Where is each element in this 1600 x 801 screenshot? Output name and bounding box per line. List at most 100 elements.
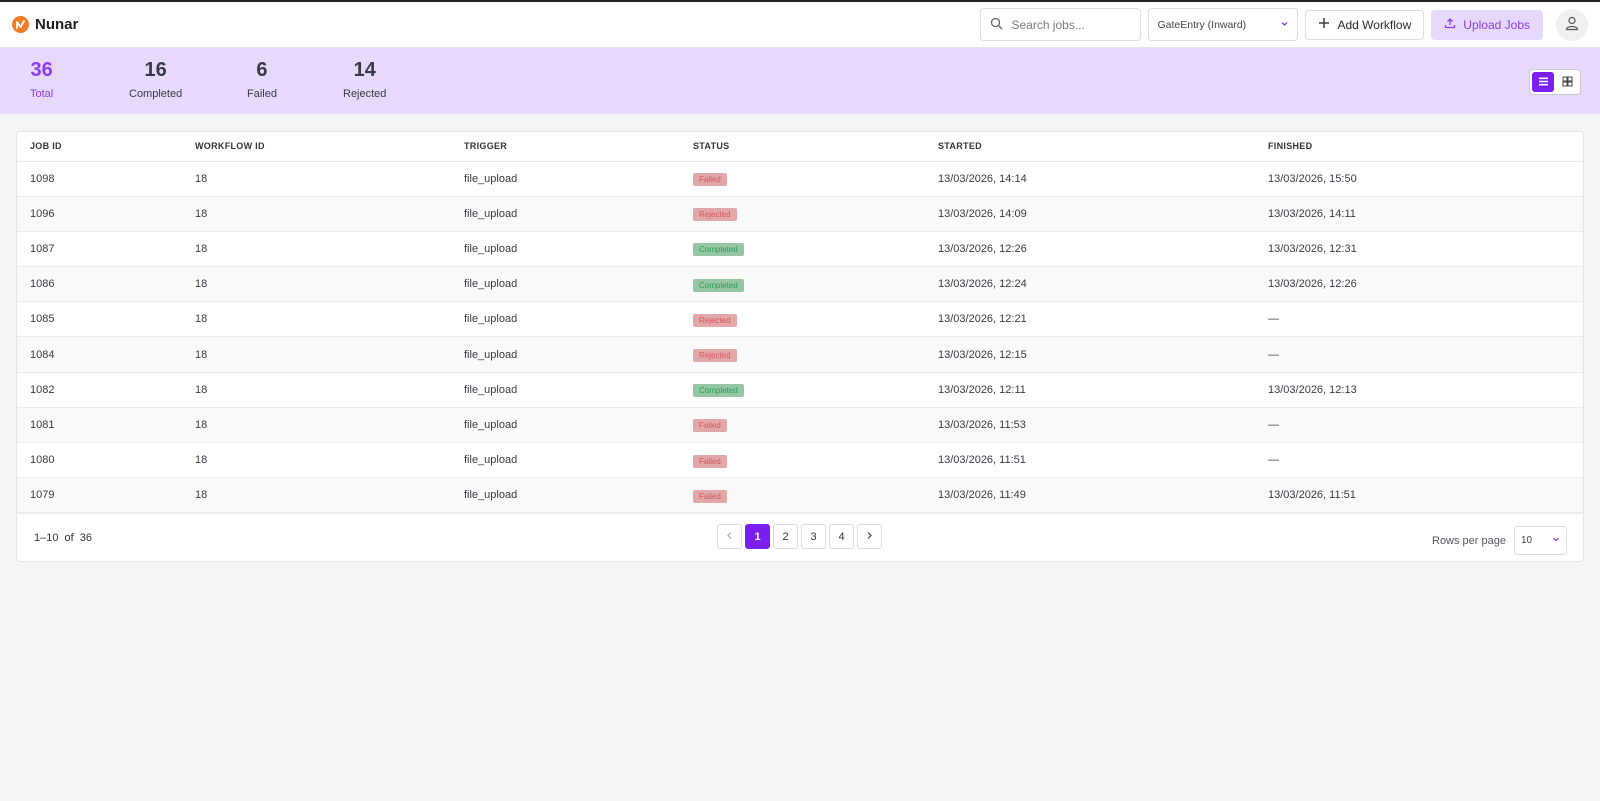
- user-icon: [1564, 15, 1580, 34]
- cell-workflow-id: 18: [182, 407, 451, 444]
- cell-trigger: file_upload: [451, 196, 680, 232]
- stat-total[interactable]: 36 Total: [30, 59, 53, 100]
- stat-failed-label: Failed: [247, 88, 277, 100]
- cell-trigger: file_upload: [451, 442, 680, 479]
- stat-rejected-value: 14: [353, 59, 376, 81]
- cell-finished: 13/03/2026, 15:50: [1255, 161, 1583, 197]
- column-header-status[interactable]: STATUS: [680, 132, 925, 162]
- user-avatar-button[interactable]: [1556, 8, 1588, 41]
- cell-trigger: file_upload: [451, 301, 680, 338]
- cell-started: 13/03/2026, 12:24: [925, 266, 1255, 303]
- cell-trigger: file_upload: [451, 336, 680, 373]
- table-row[interactable]: 1080 18 file_upload Failed 13/03/2026, 11:51…: [17, 442, 1583, 479]
- cell-status: Failed: [680, 161, 925, 197]
- status-badge: Failed: [693, 454, 727, 468]
- cell-started: 13/03/2026, 12:11: [925, 372, 1255, 408]
- cell-job-id: 1085: [17, 301, 182, 338]
- cell-job-id: 1080: [17, 442, 182, 479]
- page-button-2[interactable]: 2: [773, 524, 798, 549]
- cell-status: Failed: [680, 407, 925, 444]
- page-button-1[interactable]: 1: [745, 524, 770, 549]
- cell-workflow-id: 18: [182, 336, 451, 373]
- search-box[interactable]: [980, 8, 1142, 41]
- status-badge: Completed: [693, 278, 744, 292]
- cell-workflow-id: 18: [182, 477, 451, 514]
- chevron-right-icon: [865, 531, 874, 543]
- cell-finished: 13/03/2026, 12:26: [1255, 266, 1583, 303]
- add-workflow-button[interactable]: Add Workflow: [1305, 9, 1425, 40]
- table-row[interactable]: 1082 18 file_upload Completed 13/03/2026, 12…: [17, 372, 1583, 408]
- search-input[interactable]: [1011, 17, 1122, 32]
- cell-workflow-id: 18: [182, 231, 451, 268]
- rows-per-page-value: 10: [1521, 535, 1533, 546]
- upload-jobs-label: Upload Jobs: [1463, 17, 1530, 32]
- column-header-finished[interactable]: FINISHED: [1255, 132, 1583, 162]
- brand[interactable]: Nunar: [12, 16, 78, 33]
- add-workflow-label: Add Workflow: [1337, 17, 1412, 32]
- column-header-job-id[interactable]: JOB ID: [17, 132, 182, 162]
- cell-job-id: 1084: [17, 336, 182, 373]
- grid-view-button[interactable]: [1556, 72, 1578, 92]
- cell-started: 13/03/2026, 12:26: [925, 231, 1255, 268]
- stat-failed[interactable]: 6 Failed: [247, 59, 277, 100]
- table-row[interactable]: 1098 18 file_upload Failed 13/03/2026, 14:14…: [17, 161, 1583, 197]
- stat-total-label: Total: [30, 88, 54, 100]
- cell-started: 13/03/2026, 11:53: [925, 407, 1255, 444]
- cell-trigger: file_upload: [451, 161, 680, 197]
- list-view-icon: [1538, 75, 1549, 90]
- list-view-button[interactable]: [1532, 72, 1554, 92]
- cell-workflow-id: 18: [182, 161, 451, 197]
- stat-rejected[interactable]: 14 Rejected: [343, 59, 386, 100]
- cell-started: 13/03/2026, 12:21: [925, 301, 1255, 338]
- cell-workflow-id: 18: [182, 442, 451, 479]
- cell-job-id: 1087: [17, 231, 182, 268]
- table-row[interactable]: 1086 18 file_upload Completed 13/03/2026, 12…: [17, 266, 1583, 303]
- status-badge: Rejected: [693, 313, 737, 327]
- cell-finished: 13/03/2026, 11:51: [1255, 477, 1583, 514]
- table-footer: 1–10 of 36 1 2 3 4 Rows per page 10: [17, 513, 1583, 561]
- cell-finished: —: [1255, 442, 1583, 479]
- table-row[interactable]: 1079 18 file_upload Failed 13/03/2026, 11:49…: [17, 477, 1583, 514]
- stat-completed[interactable]: 16 Completed: [129, 59, 182, 100]
- cell-finished: —: [1255, 407, 1583, 444]
- rows-per-page-select[interactable]: 10: [1514, 526, 1567, 555]
- cell-trigger: file_upload: [451, 407, 680, 444]
- cell-trigger: file_upload: [451, 477, 680, 514]
- next-page-button[interactable]: [857, 524, 882, 549]
- rows-per-page-label: Rows per page: [1432, 534, 1506, 547]
- stat-completed-value: 16: [144, 59, 167, 81]
- cell-finished: 13/03/2026, 14:11: [1255, 196, 1583, 232]
- cell-status: Failed: [680, 442, 925, 479]
- status-badge: Completed: [693, 384, 744, 398]
- table-row[interactable]: 1096 18 file_upload Rejected 13/03/2026, 14:…: [17, 196, 1583, 232]
- workflow-select[interactable]: GateEntry (Inward): [1148, 8, 1299, 41]
- grid-view-icon: [1562, 75, 1573, 90]
- table-row[interactable]: 1081 18 file_upload Failed 13/03/2026, 11:53…: [17, 407, 1583, 444]
- header-actions: GateEntry (Inward) Add Workflow Upload J…: [980, 8, 1588, 41]
- column-header-trigger[interactable]: TRIGGER: [451, 132, 680, 162]
- page-button-4[interactable]: 4: [829, 524, 854, 549]
- table-row[interactable]: 1084 18 file_upload Rejected 13/03/2026, 12:…: [17, 336, 1583, 373]
- chevron-down-icon: [1280, 19, 1289, 31]
- column-header-workflow-id[interactable]: WORKFLOW ID: [182, 132, 451, 162]
- range-of-label: of: [64, 531, 74, 544]
- cell-finished: —: [1255, 336, 1583, 373]
- cell-status: Completed: [680, 372, 925, 408]
- cell-job-id: 1081: [17, 407, 182, 444]
- table-row[interactable]: 1085 18 file_upload Rejected 13/03/2026, 12:…: [17, 301, 1583, 338]
- plus-icon: [1318, 17, 1330, 32]
- range-start-end: 1–10: [34, 531, 59, 544]
- upload-jobs-button[interactable]: Upload Jobs: [1431, 9, 1543, 40]
- page-button-3[interactable]: 3: [801, 524, 826, 549]
- table-row[interactable]: 1087 18 file_upload Completed 13/03/2026, 12…: [17, 231, 1583, 268]
- view-toggle: [1529, 69, 1581, 95]
- column-header-started[interactable]: STARTED: [925, 132, 1255, 162]
- cell-started: 13/03/2026, 12:15: [925, 336, 1255, 373]
- status-badge: Completed: [693, 243, 744, 257]
- status-badge: Failed: [693, 419, 727, 433]
- stat-rejected-label: Rejected: [343, 88, 387, 100]
- prev-page-button[interactable]: [717, 524, 742, 549]
- stat-completed-label: Completed: [129, 88, 183, 100]
- stat-total-value: 36: [30, 59, 53, 81]
- cell-finished: 13/03/2026, 12:13: [1255, 372, 1583, 408]
